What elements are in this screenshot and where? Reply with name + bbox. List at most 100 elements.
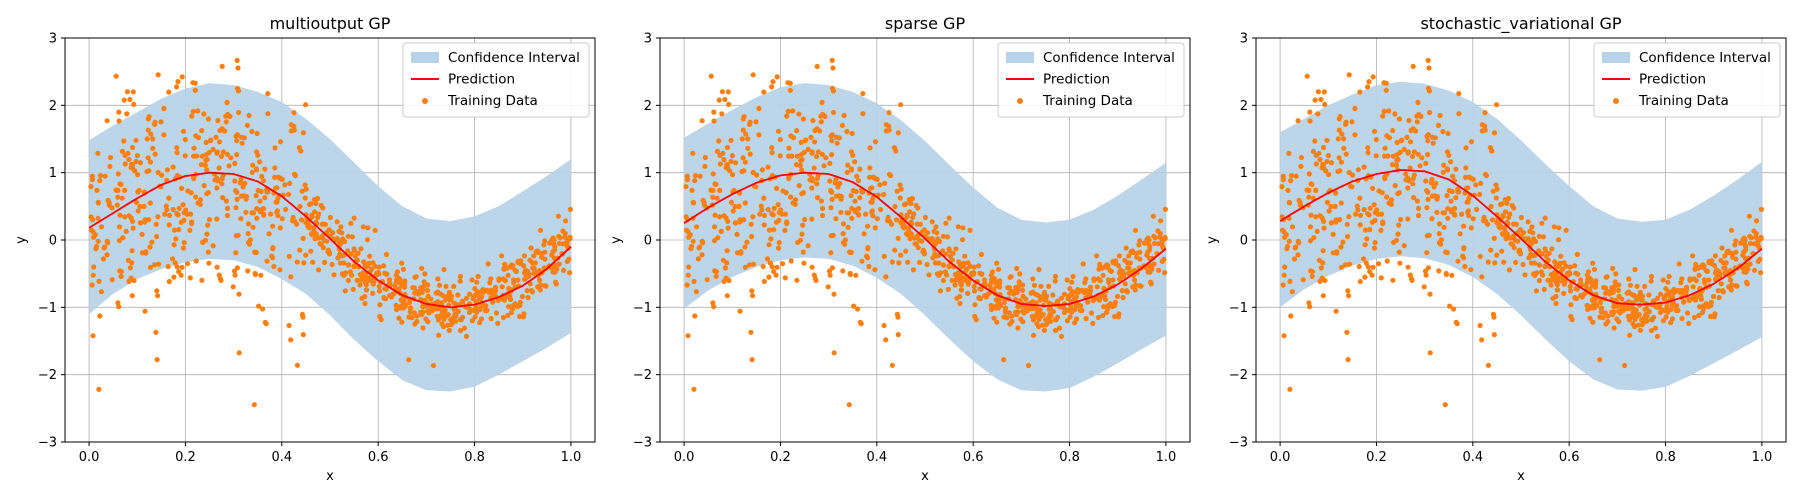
legend-swatch-training-data xyxy=(1017,98,1023,104)
training-data-point xyxy=(338,224,344,230)
training-data-point xyxy=(1620,304,1626,310)
training-data-point xyxy=(185,261,191,267)
training-data-point xyxy=(1322,101,1328,107)
training-data-point xyxy=(1494,252,1500,258)
training-data-point xyxy=(815,195,821,201)
training-data-point xyxy=(1527,228,1533,234)
training-data-point xyxy=(1120,295,1126,301)
training-data-point xyxy=(126,156,132,163)
training-data-point xyxy=(1335,136,1341,142)
training-data-point xyxy=(1304,73,1310,79)
training-data-point xyxy=(255,152,261,158)
training-data-point xyxy=(805,146,811,152)
training-data-point xyxy=(1373,153,1379,159)
training-data-point xyxy=(249,128,255,135)
training-data-point xyxy=(1718,281,1724,287)
x-tick-label: 0.2 xyxy=(175,450,196,465)
training-data-point xyxy=(1459,211,1465,217)
training-data-point xyxy=(1388,201,1394,207)
training-data-point xyxy=(238,134,244,140)
training-data-point xyxy=(426,310,432,316)
training-data-point xyxy=(1567,264,1573,270)
training-data-point xyxy=(277,175,283,181)
training-data-point xyxy=(105,197,111,203)
training-data-point xyxy=(1405,150,1411,156)
training-data-point xyxy=(247,241,253,247)
training-data-point xyxy=(1479,274,1485,280)
training-data-point xyxy=(288,337,294,343)
training-data-point xyxy=(782,227,788,233)
training-data-point xyxy=(1445,130,1451,137)
training-data-point xyxy=(1334,249,1340,255)
training-data-point xyxy=(1413,128,1419,134)
training-data-point xyxy=(1629,291,1635,297)
training-data-point xyxy=(874,216,880,222)
training-data-point xyxy=(1652,325,1659,331)
training-data-point xyxy=(222,128,228,134)
training-data-point xyxy=(722,265,729,271)
training-data-point xyxy=(1067,286,1073,292)
training-data-point xyxy=(1438,241,1444,247)
x-axis-label: x xyxy=(326,469,334,484)
training-data-point xyxy=(424,287,431,293)
training-data-point xyxy=(834,140,840,146)
training-data-point xyxy=(502,261,508,267)
training-data-point xyxy=(865,223,871,229)
training-data-point xyxy=(455,309,461,315)
training-data-point xyxy=(261,205,267,212)
training-data-point xyxy=(419,265,425,271)
training-data-point xyxy=(819,205,826,211)
training-data-point xyxy=(218,277,224,283)
training-data-point xyxy=(129,162,135,168)
training-data-point xyxy=(1520,261,1526,268)
training-data-point xyxy=(189,219,195,225)
training-data-point xyxy=(1378,275,1384,281)
training-data-point xyxy=(892,247,898,253)
training-data-point xyxy=(1324,158,1330,165)
training-data-point xyxy=(1343,151,1349,157)
training-data-point xyxy=(1109,304,1115,310)
training-data-point xyxy=(1741,269,1747,275)
training-data-point xyxy=(567,206,574,212)
training-data-point xyxy=(104,252,110,258)
training-data-point xyxy=(815,149,822,155)
x-tick-label: 0.8 xyxy=(1059,450,1080,465)
training-data-point xyxy=(182,153,188,159)
training-data-point xyxy=(1505,195,1512,202)
training-data-point xyxy=(1574,251,1580,257)
training-data-point xyxy=(971,264,977,270)
training-data-point xyxy=(1636,312,1642,318)
training-data-point xyxy=(761,212,768,218)
training-data-point xyxy=(753,184,759,190)
training-data-point xyxy=(900,220,906,226)
training-data-point xyxy=(1554,287,1561,293)
training-data-point xyxy=(1695,265,1701,271)
training-data-point xyxy=(809,216,815,222)
training-data-point xyxy=(257,198,263,204)
training-data-point xyxy=(176,205,182,211)
legend-swatch-confidence-interval xyxy=(411,52,439,63)
training-data-point xyxy=(349,234,355,240)
training-data-point xyxy=(978,286,984,292)
training-data-point xyxy=(345,248,351,254)
training-data-point xyxy=(472,286,478,292)
training-data-point xyxy=(845,210,852,216)
training-data-point xyxy=(1591,301,1597,307)
training-data-point xyxy=(1094,284,1100,290)
training-data-point xyxy=(1370,185,1376,191)
training-data-point xyxy=(1306,300,1312,306)
training-data-point xyxy=(1408,127,1414,134)
training-data-point xyxy=(798,157,804,163)
training-data-point xyxy=(1445,215,1451,221)
training-data-point xyxy=(849,130,855,137)
training-data-point xyxy=(1728,287,1734,293)
training-data-point xyxy=(272,145,278,151)
legend-swatch-training-data xyxy=(1613,98,1619,104)
training-data-point xyxy=(1151,261,1157,267)
training-data-point xyxy=(1028,290,1034,296)
training-data-point xyxy=(1159,258,1165,264)
training-data-point xyxy=(1545,277,1551,283)
training-data-point xyxy=(203,152,209,158)
training-data-point xyxy=(1371,202,1377,208)
training-data-point xyxy=(849,206,855,212)
